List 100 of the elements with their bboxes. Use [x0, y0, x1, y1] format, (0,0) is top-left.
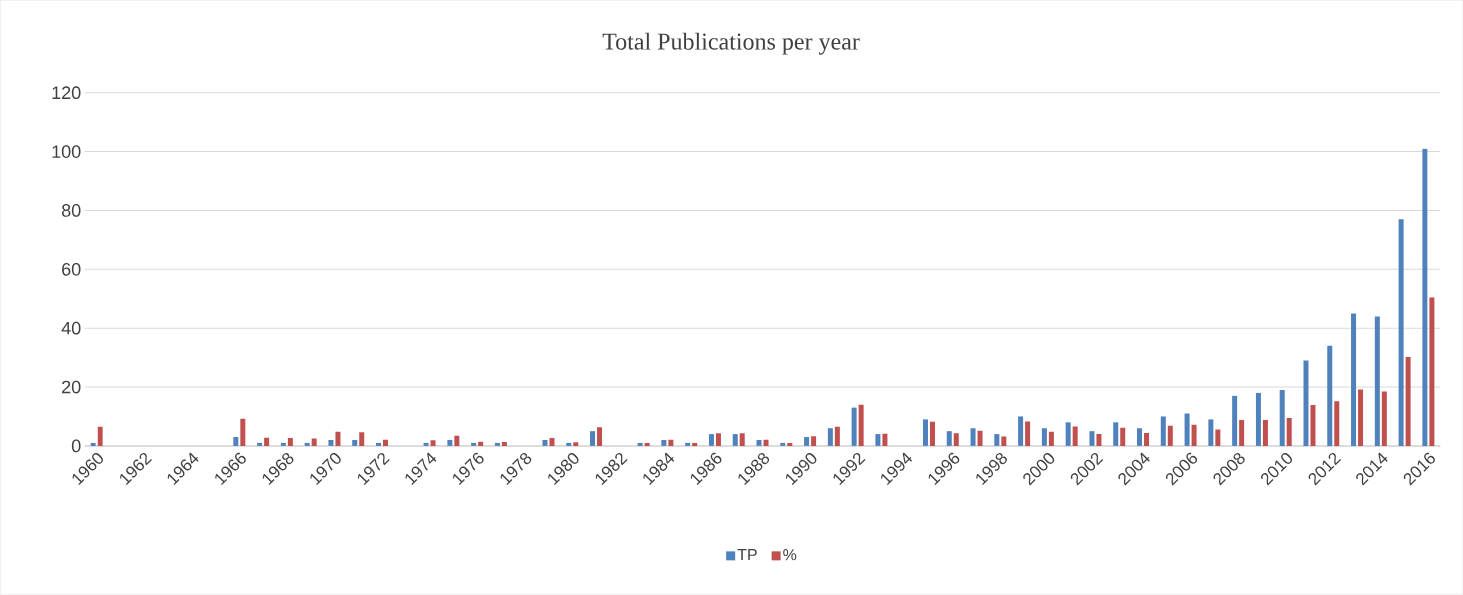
bar	[929, 421, 935, 447]
bar	[1089, 431, 1095, 447]
bar	[501, 442, 507, 447]
bar	[573, 442, 579, 447]
legend-label: TP	[737, 549, 757, 561]
bar	[715, 433, 721, 447]
bar	[1327, 345, 1333, 447]
bar	[953, 433, 959, 447]
bar	[1429, 297, 1435, 447]
bar	[834, 426, 840, 447]
y-tick-label: 40	[61, 321, 81, 335]
bar	[1096, 434, 1102, 447]
bar	[1405, 357, 1411, 447]
bar	[1001, 436, 1007, 447]
bar	[1358, 389, 1364, 447]
bar	[1137, 428, 1143, 447]
bar	[447, 440, 453, 447]
bar	[233, 437, 239, 447]
bar	[90, 443, 96, 447]
bar	[471, 443, 477, 447]
bar	[454, 436, 460, 447]
y-tick-label: 100	[52, 145, 81, 159]
bar	[1381, 391, 1387, 447]
bar	[739, 433, 745, 447]
bar	[359, 432, 365, 447]
bar	[1262, 420, 1268, 447]
bar	[328, 440, 334, 447]
bar	[383, 439, 389, 447]
bar	[1232, 396, 1238, 447]
bar	[1041, 428, 1047, 447]
bar	[977, 431, 983, 447]
bar	[549, 438, 555, 447]
bar	[1398, 219, 1404, 447]
bar	[756, 440, 762, 447]
bar	[1191, 424, 1197, 447]
bar	[264, 437, 270, 447]
bar	[311, 438, 317, 447]
bar	[597, 427, 603, 447]
bar	[335, 431, 341, 447]
bar	[763, 439, 769, 447]
bar	[1048, 431, 1054, 447]
bar	[661, 440, 667, 447]
bar	[970, 428, 976, 447]
bar	[1072, 426, 1078, 447]
bar	[1303, 360, 1309, 447]
bar	[430, 440, 436, 447]
bar	[1144, 433, 1150, 447]
bar	[882, 433, 888, 447]
legend-label: %	[783, 549, 797, 561]
bar	[994, 434, 1000, 447]
bar	[1167, 426, 1173, 447]
bar	[858, 404, 864, 447]
bar	[1255, 393, 1261, 447]
bar	[423, 443, 429, 447]
bar	[590, 431, 596, 447]
y-tick-label: 60	[62, 263, 81, 276]
bar	[257, 443, 263, 447]
bar	[637, 443, 643, 447]
bar	[1120, 427, 1126, 447]
bar	[97, 426, 103, 447]
bar	[240, 418, 246, 447]
bar	[780, 443, 786, 447]
bar	[1184, 413, 1190, 447]
y-tick-label: 80	[61, 204, 81, 217]
bar	[685, 443, 691, 447]
bar	[1334, 401, 1340, 447]
bar	[494, 443, 500, 447]
bar	[851, 407, 857, 447]
bar	[732, 434, 738, 447]
bar	[1286, 418, 1292, 447]
bar	[542, 440, 548, 447]
bar	[478, 441, 484, 447]
bar	[1422, 148, 1428, 447]
bar	[1239, 420, 1245, 447]
bar	[280, 443, 286, 447]
bar	[1065, 422, 1071, 447]
bar	[1160, 416, 1166, 447]
bar	[708, 434, 714, 447]
bar	[811, 436, 817, 447]
bar	[875, 434, 881, 447]
y-tick-label: 20	[62, 380, 81, 394]
bar	[644, 443, 650, 447]
bar	[376, 443, 382, 447]
y-tick-label: 0	[71, 439, 81, 453]
bar	[692, 443, 698, 447]
bar	[1215, 429, 1221, 447]
bar	[827, 428, 833, 447]
bar	[946, 431, 952, 447]
bar	[1113, 422, 1119, 447]
bar	[787, 443, 793, 447]
y-tick-label: 120	[52, 86, 81, 100]
bar	[922, 419, 928, 447]
bar	[804, 437, 810, 447]
bar	[668, 439, 674, 447]
bar	[1018, 416, 1024, 447]
bar	[1374, 316, 1380, 447]
bar	[287, 438, 293, 447]
bar	[1208, 419, 1214, 447]
bar	[1351, 313, 1357, 447]
bar	[304, 443, 310, 447]
